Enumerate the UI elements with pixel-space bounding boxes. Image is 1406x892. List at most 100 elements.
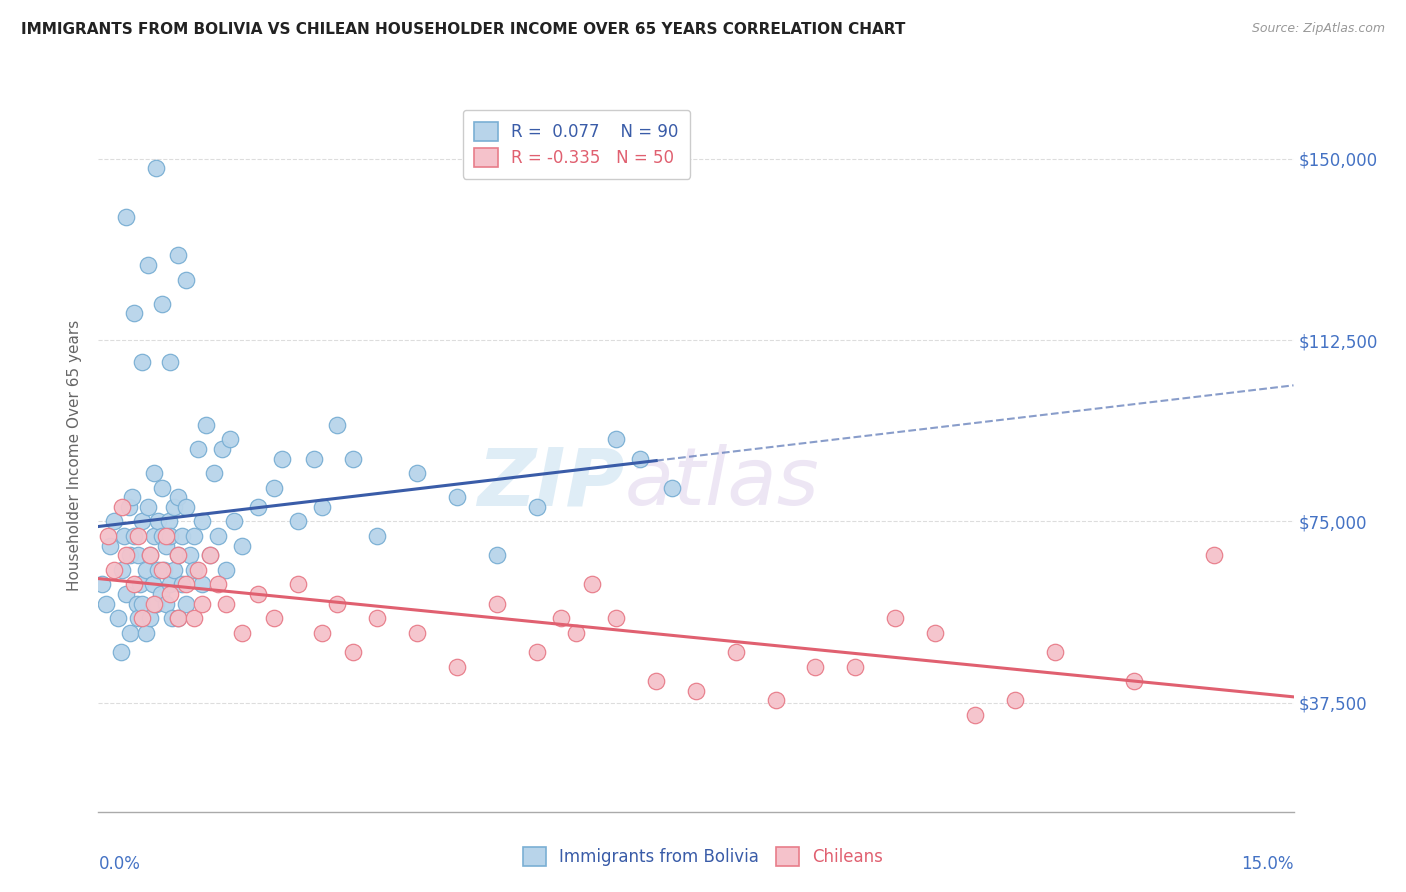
Point	[159, 577, 181, 591]
Point	[155, 597, 177, 611]
Point	[326, 597, 349, 611]
Point	[159, 355, 181, 369]
Point	[139, 549, 162, 563]
Point	[131, 611, 153, 625]
Point	[124, 577, 146, 591]
Point	[142, 577, 165, 591]
Point	[160, 611, 183, 625]
Point	[172, 577, 194, 591]
Point	[263, 611, 285, 625]
Point	[159, 529, 181, 543]
Point	[125, 597, 148, 611]
Point	[174, 577, 197, 591]
Point	[406, 625, 429, 640]
Text: 0.0%: 0.0%	[98, 855, 141, 873]
Point	[270, 451, 292, 466]
Point	[195, 417, 218, 432]
Point	[150, 563, 173, 577]
Point	[98, 539, 122, 553]
Y-axis label: Householder Income Over 65 years: Householder Income Over 65 years	[67, 319, 83, 591]
Point	[287, 515, 309, 529]
Point	[311, 500, 333, 514]
Point	[302, 451, 325, 466]
Text: 15.0%: 15.0%	[1241, 855, 1294, 873]
Point	[844, 659, 866, 673]
Point	[581, 577, 603, 591]
Point	[155, 539, 177, 553]
Point	[121, 490, 143, 504]
Point	[765, 693, 787, 707]
Text: atlas: atlas	[624, 444, 820, 523]
Point	[661, 481, 683, 495]
Point	[202, 466, 225, 480]
Point	[174, 597, 197, 611]
Point	[211, 442, 233, 456]
Point	[366, 529, 388, 543]
Point	[145, 161, 167, 176]
Point	[131, 597, 153, 611]
Point	[263, 481, 285, 495]
Point	[183, 611, 205, 625]
Text: Source: ZipAtlas.com: Source: ZipAtlas.com	[1251, 22, 1385, 36]
Point	[219, 432, 242, 446]
Point	[187, 442, 209, 456]
Point	[191, 577, 214, 591]
Point	[112, 529, 135, 543]
Point	[131, 515, 153, 529]
Point	[115, 587, 138, 601]
Point	[804, 659, 827, 673]
Point	[111, 563, 134, 577]
Point	[485, 549, 508, 563]
Point	[645, 674, 668, 689]
Point	[145, 597, 167, 611]
Point	[128, 577, 150, 591]
Point	[183, 563, 205, 577]
Point	[127, 611, 149, 625]
Point	[118, 500, 141, 514]
Point	[148, 515, 170, 529]
Point	[157, 515, 180, 529]
Point	[406, 466, 429, 480]
Point	[139, 611, 162, 625]
Point	[103, 515, 125, 529]
Point	[96, 597, 118, 611]
Point	[103, 563, 125, 577]
Point	[167, 611, 190, 625]
Point	[311, 625, 333, 640]
Point	[231, 625, 253, 640]
Point	[179, 549, 201, 563]
Point	[605, 611, 627, 625]
Point	[191, 515, 214, 529]
Point	[143, 466, 166, 480]
Point	[550, 611, 572, 625]
Text: IMMIGRANTS FROM BOLIVIA VS CHILEAN HOUSEHOLDER INCOME OVER 65 YEARS CORRELATION : IMMIGRANTS FROM BOLIVIA VS CHILEAN HOUSE…	[21, 22, 905, 37]
Point	[246, 500, 269, 514]
Point	[1004, 693, 1026, 707]
Point	[136, 500, 159, 514]
Point	[724, 645, 747, 659]
Point	[150, 481, 173, 495]
Point	[124, 306, 146, 320]
Point	[148, 563, 170, 577]
Point	[526, 645, 548, 659]
Point	[120, 625, 142, 640]
Point	[924, 625, 946, 640]
Point	[115, 210, 138, 224]
Point	[150, 529, 173, 543]
Point	[207, 529, 229, 543]
Point	[342, 645, 364, 659]
Point	[187, 563, 209, 577]
Point	[124, 529, 146, 543]
Point	[342, 451, 364, 466]
Legend: Immigrants from Bolivia, Chileans: Immigrants from Bolivia, Chileans	[515, 838, 891, 875]
Point	[565, 625, 588, 640]
Point	[143, 529, 166, 543]
Point	[1202, 549, 1225, 563]
Point	[222, 515, 245, 529]
Point	[174, 272, 197, 286]
Point	[97, 529, 120, 543]
Point	[605, 432, 627, 446]
Point	[111, 500, 134, 514]
Point	[120, 549, 142, 563]
Point	[167, 490, 190, 504]
